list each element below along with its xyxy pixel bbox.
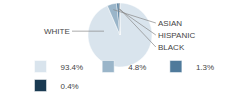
svg-text:WHITE: WHITE bbox=[44, 27, 70, 36]
svg-text:0.4%: 0.4% bbox=[61, 82, 79, 91]
svg-text:BLACK: BLACK bbox=[158, 43, 185, 52]
svg-text:93.4%: 93.4% bbox=[61, 63, 84, 72]
svg-text:4.8%: 4.8% bbox=[128, 63, 146, 72]
svg-text:1.3%: 1.3% bbox=[196, 63, 214, 72]
svg-text:ASIAN: ASIAN bbox=[158, 19, 182, 28]
svg-text:HISPANIC: HISPANIC bbox=[158, 31, 195, 40]
